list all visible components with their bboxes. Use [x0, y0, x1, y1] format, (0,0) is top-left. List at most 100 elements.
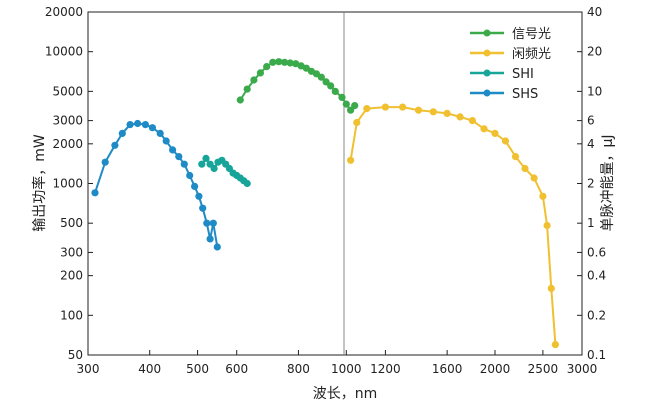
right-tick-label: 10	[587, 84, 602, 98]
data-point-signal	[263, 63, 271, 71]
series-shs	[91, 119, 221, 251]
series-line-shs	[94, 122, 219, 248]
x-tick-label: 800	[287, 362, 310, 376]
data-point-shs	[111, 141, 119, 149]
series-idler	[347, 103, 560, 349]
left-tick-label: 200	[60, 269, 83, 283]
x-tick-label: 1200	[370, 362, 401, 376]
left-tick-label: 2000	[52, 137, 83, 151]
legend-label-idler: 闲频光	[512, 47, 551, 62]
data-point-idler	[511, 153, 520, 161]
data-point-shs	[162, 137, 170, 145]
right-tick-label: 4	[587, 137, 595, 151]
data-point-signal	[286, 59, 294, 67]
data-point-signal	[275, 58, 283, 66]
data-point-idler	[551, 341, 560, 349]
data-point-shs	[91, 189, 99, 197]
data-point-idler	[363, 105, 371, 113]
data-point-idler	[530, 174, 538, 182]
left-tick-label: 3000	[52, 114, 83, 128]
x-tick-label: 400	[138, 362, 161, 376]
y-axis-title-right: 单脉冲能量，μJ	[600, 134, 616, 231]
data-point-shs	[203, 219, 211, 227]
series-layer	[91, 58, 560, 349]
data-point-shs	[195, 192, 203, 200]
right-tick-label: 6	[587, 114, 595, 128]
x-axis-title: 波长，nm	[313, 386, 378, 402]
legend-label-shs: SHS	[512, 87, 538, 102]
x-tick-label: 500	[186, 362, 209, 376]
data-point-shi	[210, 164, 218, 173]
data-point-idler	[501, 137, 510, 145]
right-tick-label: 0.6	[587, 245, 606, 259]
legend-marker-shi	[483, 69, 491, 77]
data-point-idler	[547, 284, 555, 292]
data-point-shs	[186, 171, 194, 180]
data-point-shs	[213, 243, 221, 251]
data-point-signal	[342, 100, 350, 108]
data-point-idler	[414, 106, 423, 114]
data-point-idler	[543, 221, 551, 230]
left-tick-label: 20000	[45, 5, 83, 19]
data-point-idler	[399, 103, 407, 111]
data-point-shs	[209, 219, 217, 227]
data-point-signal	[347, 106, 355, 114]
left-tick-label: 500	[60, 216, 83, 230]
data-point-shs	[180, 160, 188, 168]
x-axis-ticks: 300 400 500 600 800 1000 1200 1600 2000 2500 3000	[77, 350, 598, 376]
data-point-shs	[101, 158, 109, 166]
data-point-signal	[243, 85, 251, 93]
x-tick-label: 1600	[432, 362, 463, 376]
series-line-signal	[239, 60, 356, 112]
data-point-idler	[491, 129, 499, 137]
right-tick-label: 20	[587, 45, 602, 59]
data-point-idler	[521, 164, 529, 173]
series-line-idler	[349, 106, 557, 345]
data-point-shs	[169, 146, 177, 154]
data-point-shs	[118, 129, 126, 137]
series-shi	[198, 154, 251, 188]
data-point-signal	[292, 60, 300, 68]
data-point-signal	[256, 69, 264, 77]
left-tick-label: 10000	[45, 45, 83, 59]
data-point-idler	[456, 113, 464, 121]
right-tick-label: 40	[587, 5, 602, 19]
data-point-idler	[353, 118, 361, 127]
data-point-signal	[338, 93, 346, 101]
data-point-signal	[250, 76, 258, 84]
legend-marker-signal	[483, 29, 491, 37]
data-point-signal	[236, 96, 244, 104]
data-point-shs	[156, 129, 164, 137]
data-point-shi	[202, 154, 210, 162]
right-tick-label: 0.4	[587, 269, 606, 283]
left-tick-label: 1000	[52, 177, 83, 191]
data-point-idler	[347, 156, 355, 164]
legend-label-signal: 信号光	[512, 27, 551, 42]
data-point-signal	[331, 87, 339, 95]
data-point-signal	[281, 58, 289, 66]
left-tick-label: 5000	[52, 84, 83, 98]
right-tick-label: 0.2	[587, 308, 606, 322]
x-tick-label: 3000	[567, 362, 598, 376]
data-point-idler	[539, 192, 547, 200]
data-point-shs	[175, 153, 183, 161]
legend-marker-shs	[483, 89, 491, 97]
data-point-shs	[141, 121, 149, 129]
data-point-idler	[468, 117, 476, 125]
x-tick-label: 600	[225, 362, 248, 376]
left-tick-label: 300	[60, 245, 83, 259]
x-tick-label: 2000	[480, 362, 511, 376]
x-tick-label: 300	[77, 362, 100, 376]
series-signal	[236, 58, 359, 114]
data-point-idler	[480, 125, 488, 133]
data-point-shs	[134, 119, 142, 128]
data-point-shs	[191, 182, 199, 190]
right-tick-label: 1	[587, 216, 595, 230]
x-tick-label: 2500	[528, 362, 559, 376]
data-point-shi	[198, 160, 206, 168]
data-point-shs	[148, 124, 156, 132]
left-axis-ticks: 50 100 200 300 500 1000 2000 3000 5000 10000 20000	[45, 5, 93, 362]
data-point-idler	[429, 108, 437, 116]
data-point-signal	[317, 73, 325, 81]
